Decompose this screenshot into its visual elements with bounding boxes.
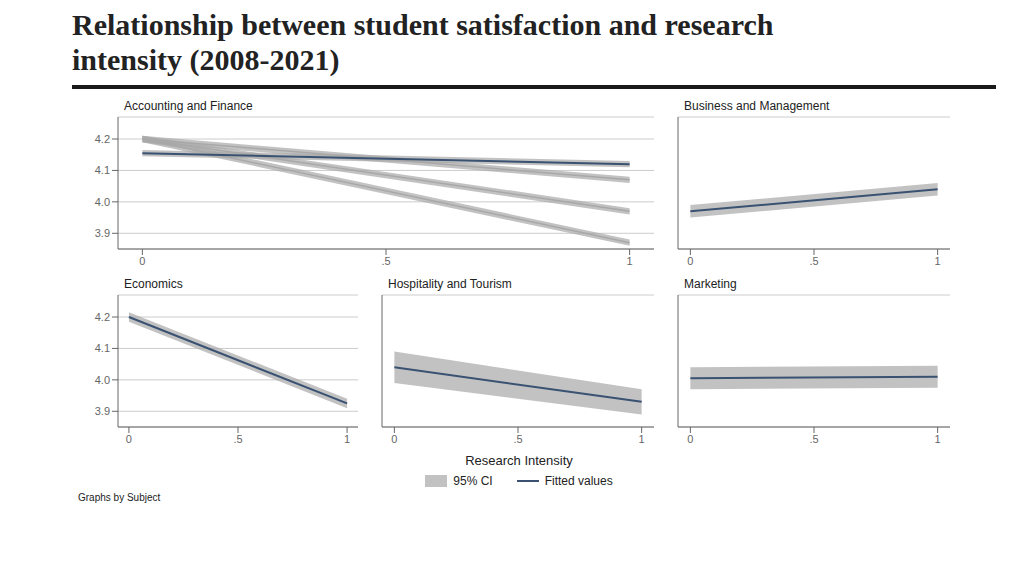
svg-text:0: 0 xyxy=(139,255,145,267)
svg-text:.5: .5 xyxy=(233,433,242,445)
svg-text:1: 1 xyxy=(935,255,941,267)
svg-text:3.9: 3.9 xyxy=(95,227,110,239)
svg-text:4.1: 4.1 xyxy=(95,164,110,176)
svg-text:1: 1 xyxy=(935,433,941,445)
svg-text:.5: .5 xyxy=(513,433,522,445)
svg-text:4.2: 4.2 xyxy=(95,133,110,145)
svg-text:.5: .5 xyxy=(809,255,818,267)
html-text:Research Intensity: Research Intensity xyxy=(465,453,573,468)
svg-text:4.0: 4.0 xyxy=(95,196,110,208)
svg-text:1: 1 xyxy=(639,433,645,445)
svg-text:1: 1 xyxy=(344,433,350,445)
html-text:Economics: Economics xyxy=(124,277,183,291)
svg-text:0: 0 xyxy=(126,433,132,445)
svg-text:3.9: 3.9 xyxy=(95,405,110,417)
html-text:Marketing: Marketing xyxy=(684,277,737,291)
svg-text:0: 0 xyxy=(687,433,693,445)
html-text:Business and Management: Business and Management xyxy=(684,99,830,113)
svg-text:.5: .5 xyxy=(809,433,818,445)
svg-text:0: 0 xyxy=(687,255,693,267)
svg-text:4.1: 4.1 xyxy=(95,342,110,354)
html-text:Hospitality and Tourism: Hospitality and Tourism xyxy=(388,277,512,291)
svg-text:0: 0 xyxy=(391,433,397,445)
html-text:Relationship between student s: Relationship between student satisfactio… xyxy=(72,8,774,76)
svg-text:4.2: 4.2 xyxy=(95,311,110,323)
html-text:95% CI: 95% CI xyxy=(453,474,493,488)
svg-text:4.0: 4.0 xyxy=(95,374,110,386)
html-text:Fitted values: Fitted values xyxy=(544,474,613,488)
svg-text:.5: .5 xyxy=(381,255,390,267)
svg-text:1: 1 xyxy=(627,255,633,267)
html-text:Accounting and Finance: Accounting and Finance xyxy=(124,99,253,113)
html-text:Graphs by Subject: Graphs by Subject xyxy=(78,492,161,503)
